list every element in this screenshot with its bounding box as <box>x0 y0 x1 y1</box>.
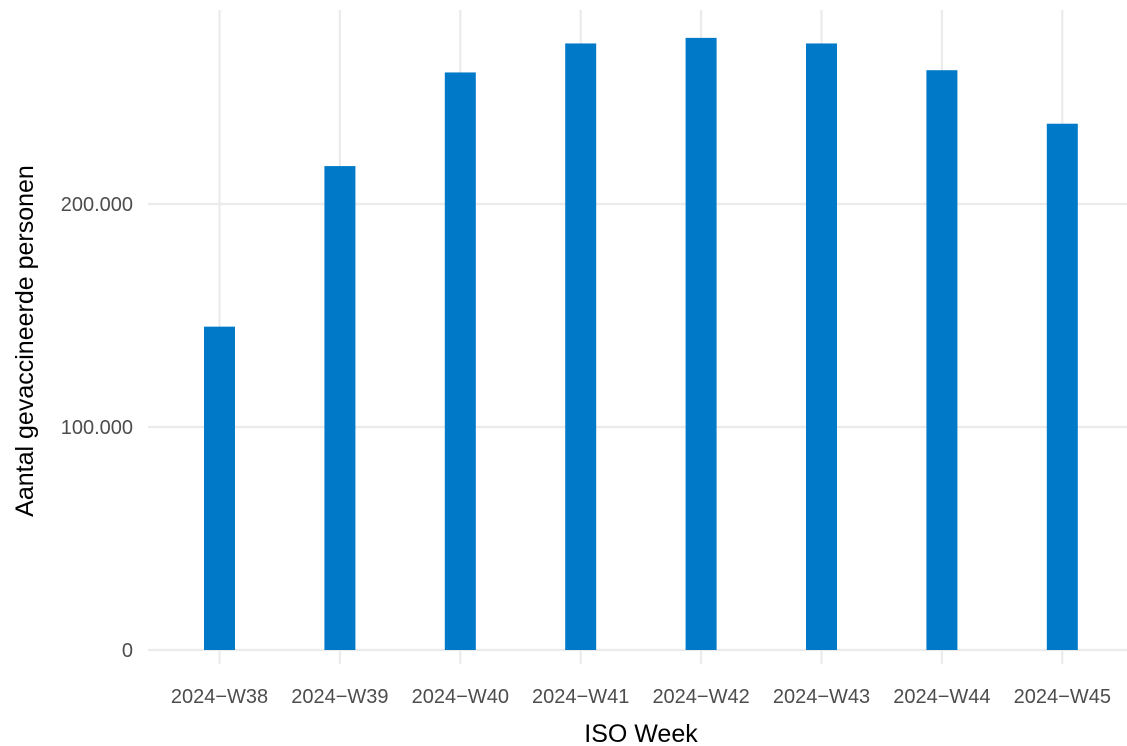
bar <box>685 37 717 650</box>
bar <box>806 43 837 651</box>
bar <box>926 70 958 651</box>
y-tick-label: 100.000 <box>61 417 133 439</box>
bar <box>565 43 597 651</box>
bar <box>1046 123 1078 651</box>
x-axis-title: ISO Week <box>584 720 698 746</box>
x-tick-label: 2024−W44 <box>893 686 990 708</box>
grid-lines <box>148 10 1127 664</box>
x-tick-label: 2024−W41 <box>532 686 629 708</box>
y-tick-label: 200.000 <box>61 194 133 216</box>
bar <box>204 326 235 650</box>
bar <box>324 166 356 650</box>
y-tick-label: 0 <box>122 640 133 662</box>
x-tick-label: 2024−W43 <box>773 686 870 708</box>
x-tick-label: 2024−W39 <box>291 686 388 708</box>
y-axis-tick-labels: 0 100.000 200.000 <box>61 194 133 662</box>
x-tick-label: 2024−W42 <box>652 686 749 708</box>
bar <box>444 72 476 650</box>
x-tick-label: 2024−W38 <box>171 686 268 708</box>
x-tick-label: 2024−W40 <box>412 686 509 708</box>
y-axis-title: Aantal gevaccineerde personen <box>11 165 39 517</box>
x-tick-label: 2024−W45 <box>1014 686 1111 708</box>
x-axis-tick-labels: 2024−W38 2024−W39 2024−W40 2024−W41 2024−W42… <box>171 686 1111 708</box>
bars <box>204 37 1078 651</box>
